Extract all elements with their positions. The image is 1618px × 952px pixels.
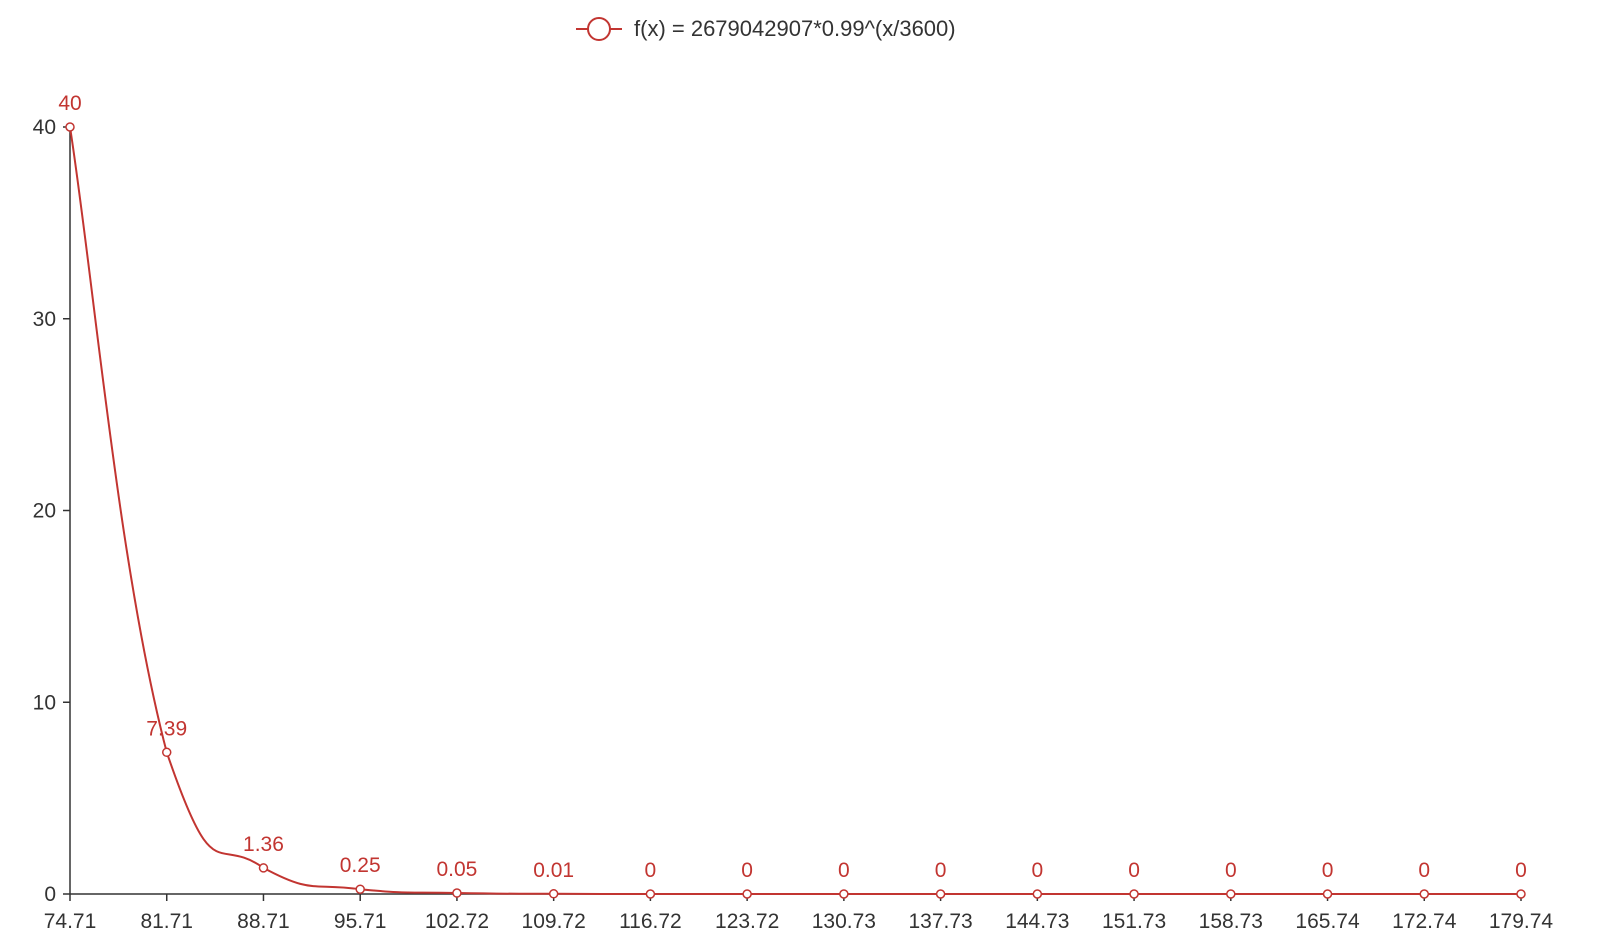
- x-tick-label: 81.71: [140, 910, 193, 933]
- data-label: 0: [935, 859, 947, 882]
- data-label: 0: [838, 859, 850, 882]
- y-tick-label: 40: [33, 116, 56, 139]
- x-tick-label: 116.72: [619, 910, 682, 933]
- x-tick-label: 109.72: [522, 910, 586, 933]
- series-line: [69, 126, 1521, 896]
- x-tick-label: 144.73: [1005, 910, 1069, 933]
- data-point[interactable]: [1129, 889, 1139, 899]
- data-label: 1.36: [243, 833, 284, 856]
- legend-circle-marker: [587, 17, 611, 41]
- x-tick-label: 130.73: [812, 910, 876, 933]
- legend[interactable]: f(x) = 2679042907*0.99^(x/3600): [576, 16, 956, 41]
- data-label: 7.39: [146, 717, 187, 740]
- axes: [69, 127, 1521, 895]
- data-point[interactable]: [645, 889, 656, 899]
- data-label: 0: [1225, 859, 1237, 882]
- data-point[interactable]: [839, 889, 849, 899]
- data-point[interactable]: [258, 863, 269, 873]
- data-labels: 40 7.39 1.36 0.25 0.05 0.01 0 0 0 0 0 0 0 0 0 0: [58, 92, 1527, 882]
- data-label: 0: [741, 859, 753, 882]
- x-ticks: 74.71 81.71 88.71 95.71 102.72 109.72 116.72 12…: [44, 894, 1554, 933]
- data-point[interactable]: [1226, 889, 1236, 899]
- data-label: 0: [1515, 859, 1527, 882]
- y-tick-label: 10: [33, 691, 56, 714]
- data-point[interactable]: [1032, 889, 1043, 899]
- x-tick-label: 158.73: [1199, 910, 1263, 933]
- x-tick-label: 74.71: [44, 910, 97, 933]
- x-tick-label: 95.71: [334, 910, 387, 933]
- x-tick-label: 172.74: [1392, 910, 1457, 933]
- data-label: 0.01: [533, 859, 574, 882]
- data-point[interactable]: [161, 747, 172, 758]
- x-tick-label: 123.72: [715, 910, 779, 933]
- data-point[interactable]: [1516, 889, 1526, 899]
- y-ticks: 0 10 20 30 40: [33, 116, 70, 906]
- data-label: 0: [1322, 859, 1334, 882]
- x-tick-label: 165.74: [1295, 910, 1360, 933]
- data-point[interactable]: [1322, 889, 1333, 899]
- data-label: 0: [645, 859, 657, 882]
- data-label: 0.25: [340, 854, 381, 877]
- data-points: [65, 122, 1526, 899]
- data-label: 0.05: [436, 858, 477, 881]
- x-tick-label: 102.72: [425, 910, 489, 933]
- data-point[interactable]: [452, 888, 462, 898]
- x-tick-label: 179.74: [1489, 910, 1554, 933]
- data-label: 40: [58, 92, 81, 115]
- data-label: 0: [1031, 859, 1043, 882]
- legend-series-name: f(x) = 2679042907*0.99^(x/3600): [634, 16, 956, 41]
- data-label: 0: [1418, 859, 1430, 882]
- x-tick-label: 88.71: [237, 910, 290, 933]
- data-point[interactable]: [742, 889, 752, 899]
- x-tick-label: 137.73: [908, 910, 972, 933]
- y-tick-label: 20: [33, 500, 56, 523]
- y-tick-label: 30: [33, 308, 56, 331]
- data-point[interactable]: [935, 889, 946, 899]
- data-point[interactable]: [548, 889, 559, 899]
- y-tick-label: 0: [44, 883, 56, 906]
- data-point[interactable]: [1419, 889, 1430, 899]
- data-label: 0: [1128, 859, 1140, 882]
- data-point[interactable]: [65, 122, 75, 132]
- data-point[interactable]: [355, 884, 365, 894]
- x-tick-label: 151.73: [1102, 910, 1166, 933]
